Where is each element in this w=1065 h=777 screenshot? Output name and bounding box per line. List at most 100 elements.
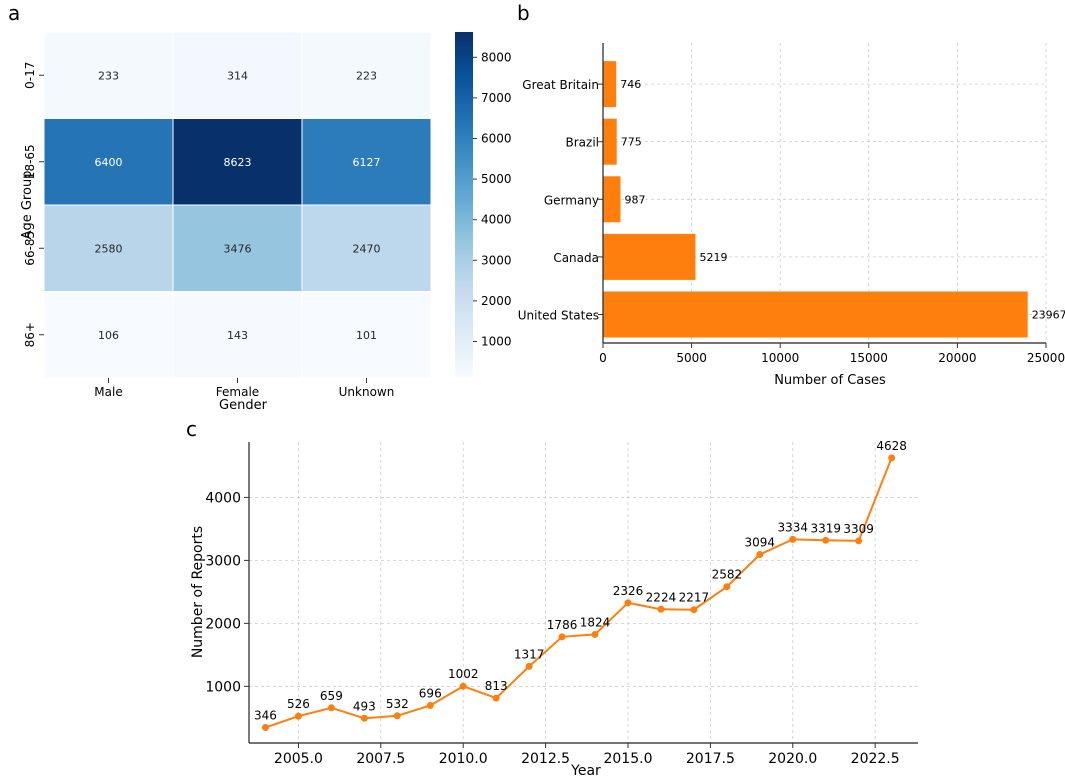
bar-xlabel: Number of Cases <box>774 373 886 388</box>
bar-category-label: Canada <box>553 251 599 265</box>
line-point <box>459 682 467 690</box>
heatmap-cell <box>172 204 303 292</box>
heatmap-xlabel: Gender <box>219 398 268 413</box>
line-point <box>855 537 863 545</box>
line-point <box>360 714 368 722</box>
line-ytick-label: 1000 <box>205 679 241 695</box>
heatmap-cell-value: 8623 <box>224 156 252 169</box>
heatmap-row-label: 66-85 <box>23 231 37 266</box>
line-point-label: 2326 <box>613 584 644 598</box>
line-point <box>525 662 533 670</box>
line-point <box>657 605 665 613</box>
panel-label-b: b <box>517 1 530 25</box>
line-point-label: 659 <box>320 689 343 703</box>
heatmap-cell-value: 2470 <box>353 242 381 255</box>
heatmap-cell-value: 223 <box>356 69 377 82</box>
bar-value-label: 775 <box>621 136 642 149</box>
line-point-label: 493 <box>353 699 376 713</box>
panel-label-a: a <box>8 1 20 25</box>
colorbar-tick-label: 2000 <box>481 294 512 308</box>
bar-xtick-label: 5000 <box>676 351 707 365</box>
bar-value-label: 5219 <box>699 251 727 264</box>
line-point <box>327 704 335 712</box>
heatmap-cell-value: 101 <box>356 329 377 342</box>
line-ylabel: Number of Reports <box>190 526 206 658</box>
bar-xtick-label: 15000 <box>850 351 888 365</box>
heatmap-cell-value: 6127 <box>353 156 381 169</box>
line-point-label: 346 <box>254 709 277 723</box>
line-xtick-label: 2015.0 <box>603 751 652 767</box>
heatmap-col-label: Female <box>216 385 259 399</box>
line-ytick-label: 3000 <box>205 553 241 569</box>
heatmap-cell-value: 233 <box>98 69 119 82</box>
line-point <box>789 535 797 543</box>
line-point-label: 1002 <box>448 667 479 681</box>
colorbar-tick-label: 3000 <box>481 253 512 267</box>
line-point <box>690 606 698 614</box>
series-line <box>265 457 893 729</box>
heatmap-col-label: Male <box>94 385 122 399</box>
heatmap-cell <box>43 118 174 206</box>
heatmap-cell <box>172 31 303 119</box>
bar-value-label: 746 <box>620 78 641 91</box>
line-point <box>888 454 896 462</box>
colorbar-tick-label: 8000 <box>481 50 512 64</box>
line-point <box>822 536 830 544</box>
heatmap-row-label: 0-17 <box>23 62 37 89</box>
line-point-label: 4628 <box>876 439 907 453</box>
line-point-label: 1824 <box>580 615 611 629</box>
line-xtick-label: 2005.0 <box>274 751 323 767</box>
line-point-label: 1317 <box>514 647 545 661</box>
line-point <box>492 694 500 702</box>
heatmap-cell <box>301 118 432 206</box>
line-point-label: 813 <box>485 679 508 693</box>
heatmap-cell-value: 2580 <box>95 242 123 255</box>
colorbar-tick-label: 6000 <box>481 131 512 145</box>
bar-category-label: Great Britain <box>522 78 599 92</box>
colorbar-tick-label: 1000 <box>481 334 512 348</box>
line-point-label: 3094 <box>745 535 776 549</box>
line-point <box>591 630 599 638</box>
line-point-label: 696 <box>419 686 442 700</box>
line-point <box>723 583 731 591</box>
bar-value-label: 987 <box>624 193 645 206</box>
bar-xtick-label: 10000 <box>761 351 799 365</box>
line-point-label: 2224 <box>646 590 677 604</box>
heatmap-ylabel: Age Group <box>20 171 35 240</box>
line-point-label: 2582 <box>712 568 743 582</box>
line-point <box>756 550 764 558</box>
line-xtick-label: 2022.5 <box>851 751 900 767</box>
heatmap-cell-value: 6400 <box>95 156 123 169</box>
line-point <box>393 712 401 720</box>
line-point-label: 532 <box>386 697 409 711</box>
bar-value-label: 23967 <box>1032 309 1065 322</box>
line-chart: 2005.0 2007.5 2010.0 2012.5 2015.0 2017.5 2020… <box>190 439 918 777</box>
heatmap-cell-value: 143 <box>227 329 248 342</box>
bar-xtick-label: 25000 <box>1027 351 1065 365</box>
bar-category-label: United States <box>518 309 599 323</box>
heatmap-chart: 233 314 223 0-17 6400 8623 6127 18-65 2580 3476 24… <box>20 31 512 413</box>
heatmap-cell-value: 3476 <box>224 242 252 255</box>
bar-category-label: Germany <box>544 193 599 207</box>
line-point-label: 526 <box>287 697 310 711</box>
bar-xtick-label: 20000 <box>938 351 976 365</box>
colorbar-tick-label: 5000 <box>481 172 512 186</box>
bar <box>603 118 617 165</box>
heatmap-row-label: 18-65 <box>23 144 37 179</box>
bar-chart: 23967 5219 987 775 746 United States Canada Ge… <box>518 43 1065 388</box>
line-xtick-label: 2017.5 <box>686 751 735 767</box>
colorbar-tick-label: 7000 <box>481 91 512 105</box>
line-xtick-label: 2020.0 <box>768 751 817 767</box>
line-point <box>426 701 434 709</box>
heatmap-cell <box>301 31 432 119</box>
heatmap-col-label: Unknown <box>339 385 395 399</box>
line-point <box>294 712 302 720</box>
line-ytick-label: 2000 <box>205 616 241 632</box>
line-xtick-label: 2012.5 <box>521 751 570 767</box>
line-xtick-label: 2007.5 <box>356 751 405 767</box>
line-xtick-label: 2010.0 <box>439 751 488 767</box>
line-ytick-label: 4000 <box>205 490 241 506</box>
line-point-label: 2217 <box>679 591 710 605</box>
line-point-label: 3309 <box>843 522 874 536</box>
